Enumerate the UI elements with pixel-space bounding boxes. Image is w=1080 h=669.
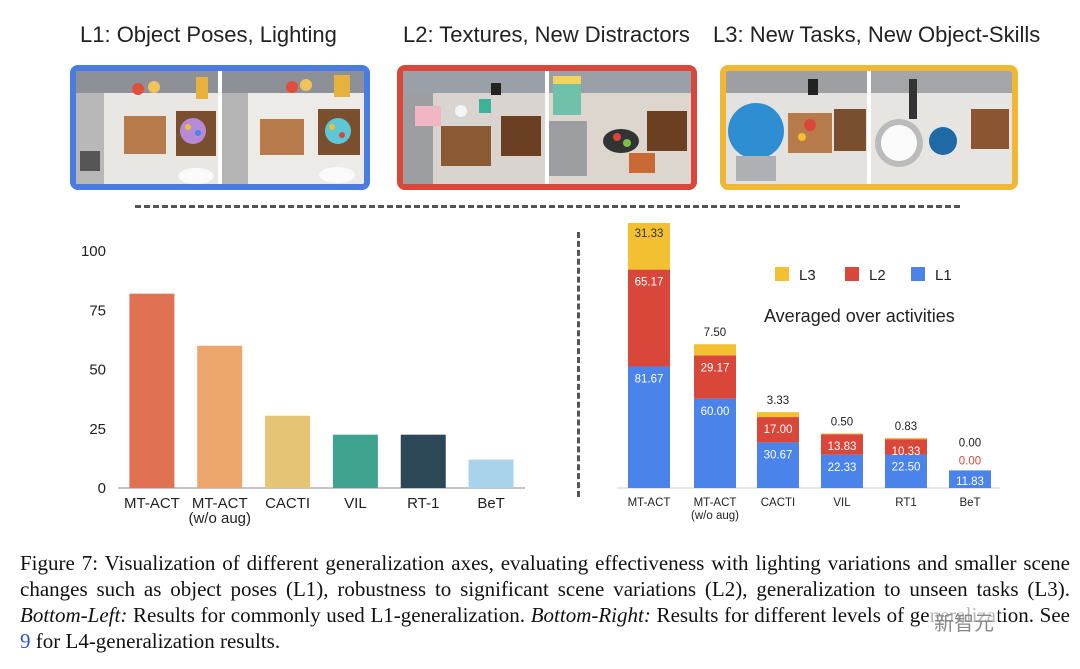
stacked-bar-segment xyxy=(694,398,736,488)
x-tick-label: BeT xyxy=(959,497,980,509)
x-tick-label: VIL xyxy=(833,497,851,509)
legend-label: L1 xyxy=(935,267,952,284)
bar xyxy=(197,345,243,488)
data-label: 29.17 xyxy=(701,362,730,374)
x-tick-label: VIL xyxy=(344,495,367,512)
bar xyxy=(332,434,378,488)
figure-caption: Figure 7: Visualization of different gen… xyxy=(20,550,1070,654)
data-label: 22.33 xyxy=(828,462,857,474)
x-tick-label: RT-1 xyxy=(407,495,439,512)
caption-bottom-right: Bottom-Right: xyxy=(530,603,651,627)
data-label: 31.33 xyxy=(635,228,664,240)
data-label: 30.67 xyxy=(764,449,793,461)
data-label: 0.50 xyxy=(831,416,853,428)
data-label: 0.00 xyxy=(959,437,981,449)
data-label: 7.50 xyxy=(704,327,726,339)
stacked-bar-segment xyxy=(821,454,863,488)
scene-photo xyxy=(403,71,545,184)
vertical-separator xyxy=(577,232,580,497)
y-tick-label: 0 xyxy=(98,480,106,497)
bar xyxy=(129,293,175,488)
bar xyxy=(265,415,311,488)
x-tick-label: RT1 xyxy=(895,497,917,509)
caption-text: Results for different levels of generali… xyxy=(650,603,1070,627)
panel-l3 xyxy=(720,65,1018,190)
data-label: 17.00 xyxy=(764,424,793,436)
x-tick-label: CACTI xyxy=(265,495,310,512)
y-tick-label: 100 xyxy=(81,243,106,260)
horizontal-separator xyxy=(135,205,960,208)
figure-reference-link[interactable]: 9 xyxy=(20,629,31,653)
y-tick-label: 25 xyxy=(89,421,106,438)
data-label: 0.00 xyxy=(959,455,981,467)
x-tick-label: CACTI xyxy=(761,497,796,509)
panel-l2 xyxy=(397,65,697,190)
bar xyxy=(400,434,446,488)
legend-swatch xyxy=(845,267,859,281)
stacked-bar-segment xyxy=(757,417,799,443)
caption-text: Visualization of different generalizatio… xyxy=(20,551,1070,601)
scene-photo xyxy=(222,71,364,184)
stacked-bar-segment xyxy=(628,269,670,367)
watermark: 新智元 xyxy=(930,607,998,636)
caption-text: for L4-generalization results. xyxy=(30,629,281,653)
stacked-bar-segment xyxy=(628,366,670,488)
panel-title-l1: L1: Object Poses, Lighting xyxy=(80,22,337,47)
data-label: 60.00 xyxy=(701,406,730,418)
stacked-bar-segment xyxy=(885,439,927,455)
x-tick-label: MT-ACT (w/o aug) xyxy=(691,497,739,522)
data-label: 65.17 xyxy=(635,277,664,289)
scene-photo xyxy=(726,71,867,184)
panel-title-l3: L3: New Tasks, New Object-Skills xyxy=(713,22,1041,47)
x-tick-label: MT-ACT xyxy=(628,497,671,509)
chart-annotation: Averaged over activities xyxy=(764,306,955,326)
stacked-bar-segment xyxy=(885,437,927,440)
legend-label: L2 xyxy=(869,267,886,284)
stacked-bar-segment xyxy=(757,412,799,418)
stacked-bar-segment xyxy=(628,223,670,270)
caption-text: Results for commonly used L1-generalizat… xyxy=(127,603,531,627)
x-tick-label: MT-ACT (w/o aug) xyxy=(188,495,251,527)
data-label: 22.50 xyxy=(892,462,921,474)
stacked-bar-segment xyxy=(757,442,799,488)
x-tick-label: BeT xyxy=(477,495,505,512)
legend-swatch xyxy=(911,267,925,281)
data-label: 13.83 xyxy=(828,441,857,453)
stacked-bar-segment xyxy=(821,434,863,455)
y-tick-label: 75 xyxy=(89,302,106,319)
legend-swatch xyxy=(775,267,789,281)
bar xyxy=(468,459,514,488)
data-label: 81.67 xyxy=(635,374,664,386)
stacked-bar-segment xyxy=(821,433,863,435)
figure-label: Figure 7: xyxy=(20,551,99,575)
data-label: 0.83 xyxy=(895,421,917,433)
stacked-bar-segment xyxy=(885,454,927,488)
stacked-bar-segment xyxy=(694,355,736,399)
scene-photo xyxy=(76,71,218,184)
panel-l1 xyxy=(70,65,370,190)
y-tick-label: 50 xyxy=(89,362,106,379)
data-label: 11.83 xyxy=(956,476,984,488)
stacked-bar-segment xyxy=(694,344,736,356)
legend-label: L3 xyxy=(799,267,816,284)
x-tick-label: MT-ACT xyxy=(124,495,180,512)
scene-photo xyxy=(871,71,1012,184)
scene-photo xyxy=(549,71,691,184)
data-label: 10.33 xyxy=(892,446,921,458)
data-label: 3.33 xyxy=(767,395,789,407)
stacked-bar-segment xyxy=(949,470,991,488)
caption-bottom-left: Bottom-Left: xyxy=(20,603,128,627)
panel-title-l2: L2: Textures, New Distractors xyxy=(403,22,690,47)
